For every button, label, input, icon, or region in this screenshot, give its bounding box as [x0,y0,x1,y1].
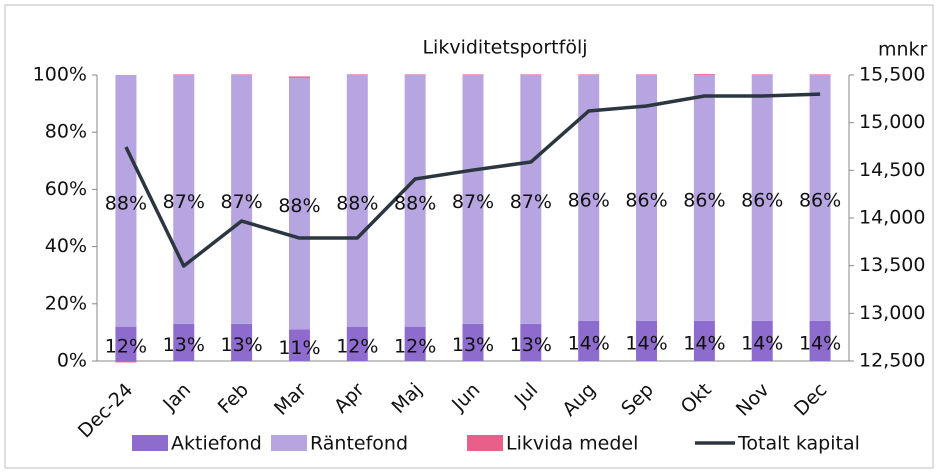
data-label: 87% [452,191,494,213]
bar-segment [404,75,426,327]
bar-segment [404,74,426,75]
data-label: 13% [163,334,205,356]
data-label: 88% [278,195,320,217]
bar-segment [346,326,368,361]
bar-segment [578,75,600,321]
data-label: 14% [683,332,725,354]
y2-tick-label: 13,500 [859,254,925,276]
bar-segment [462,74,484,75]
y-tick-label: 60% [45,178,87,200]
bar-segment [809,75,831,321]
bar-segment [231,323,253,361]
bar-segment [288,329,310,361]
legend-label: Totalt kapital [737,433,860,455]
bar-segment [693,75,715,321]
data-label: 13% [510,334,552,356]
bar-segment [751,320,773,361]
data-label: 14% [741,332,783,354]
y2-tick-label: 15,500 [859,64,925,86]
legend-swatch [271,435,307,451]
bar-segment [751,75,773,321]
bar-segment [693,74,715,75]
y2-tick-label: 15,000 [859,111,925,133]
y2-tick-label: 14,000 [859,207,925,229]
data-label: 86% [625,189,667,211]
y2-tick-label: 12,500 [859,350,925,372]
bar-segment [173,323,195,361]
bar-segment [115,75,137,327]
bar-segment [404,326,426,361]
bar-segment [346,74,368,75]
data-label: 88% [336,192,378,214]
bar-segment [288,77,310,330]
bar-segment [520,323,542,361]
line-series [124,92,821,268]
y-tick-label: 40% [45,235,87,257]
data-label: 12% [105,335,147,357]
y2-tick-label: 14,500 [859,159,925,181]
bar-segment [578,74,600,75]
bar-segment [693,320,715,361]
legend-label: Likvida medel [506,433,638,455]
data-label: 88% [394,192,436,214]
legend-swatch [467,435,503,451]
y-tick-label: 20% [45,292,87,314]
legend-swatch [132,435,168,451]
data-label: 11% [278,337,320,359]
data-label: 87% [163,191,205,213]
bar-segment [636,320,658,361]
bar-segment [636,74,658,75]
legend-label: Aktiefond [171,433,262,455]
data-label: 14% [799,332,841,354]
bar-segment [462,75,484,324]
data-label: 12% [394,335,436,357]
data-label: 86% [568,189,610,211]
y-tick-label: 80% [45,121,87,143]
y-tick-label: 0% [57,350,87,372]
bar-segment [636,75,658,321]
bar-segment [520,74,542,75]
data-label: 14% [568,332,610,354]
data-label: 12% [336,335,378,357]
y-tick-label: 100% [33,64,87,86]
data-label: 13% [220,334,262,356]
bar-segment [346,75,368,327]
data-label: 88% [105,192,147,214]
bar-segment [115,361,137,363]
bar-segment [173,74,195,75]
data-label: 86% [799,189,841,211]
bar-segment [809,320,831,361]
y2-tick-label: 13,000 [859,302,925,324]
bar-segment [809,74,831,75]
bar-segment [520,75,542,324]
data-label: 87% [220,191,262,213]
data-label: 14% [625,332,667,354]
data-label: 13% [452,334,494,356]
bar-segment [288,76,310,78]
legend-label: Räntefond [310,433,408,455]
bar-segment [462,323,484,361]
bar-segment [751,74,773,75]
y2-axis-label: mnkr [878,39,928,61]
bar-segment [231,75,253,324]
bar-segment [115,326,137,361]
data-label: 87% [510,191,552,213]
bar-segment [231,74,253,75]
data-label: 86% [741,189,783,211]
bar-segment [578,320,600,361]
chart-title: Likviditetsportfölj [422,37,587,59]
data-label: 86% [683,189,725,211]
